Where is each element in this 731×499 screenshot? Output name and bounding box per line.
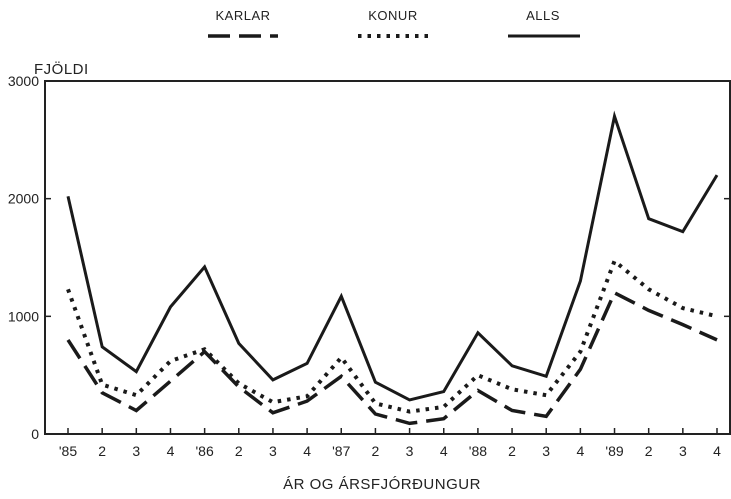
x-axis-ticks: '85 2 3 4 '86 2 3 4 '87 2 3 4 '88 2 3 4 '89 2 3 4 — [59, 428, 721, 459]
series-lines — [66, 110, 719, 426]
x-tick-label: 4 — [440, 443, 448, 459]
x-tick-label: 2 — [98, 443, 106, 459]
legend-label-alls: ALLS — [526, 8, 560, 23]
x-tick-label: 3 — [269, 443, 277, 459]
x-tick-label: 4 — [713, 443, 721, 459]
x-tick-label: '86 — [196, 443, 214, 459]
x-axis-title: ÁR OG ÁRSFJÓRÐUNGUR — [283, 476, 481, 493]
x-tick-label: '85 — [59, 443, 77, 459]
x-tick-label: '88 — [469, 443, 487, 459]
x-tick-label: 3 — [679, 443, 687, 459]
plot-frame — [44, 80, 731, 435]
series-line-konur — [66, 257, 718, 414]
series-line-alls — [66, 110, 719, 402]
x-tick-label: 2 — [508, 443, 516, 459]
x-tick-label: 4 — [167, 443, 175, 459]
y-axis-ticks: 0 1000 2000 3000 — [8, 73, 730, 442]
x-tick-label: 4 — [303, 443, 311, 459]
y-tick-label: 2000 — [8, 191, 39, 207]
y-tick-label: 3000 — [8, 73, 39, 89]
legend: KARLAR KONUR ALLS — [208, 8, 580, 38]
series-line-karlar — [66, 290, 718, 426]
x-tick-label: '87 — [332, 443, 350, 459]
x-tick-label: 4 — [576, 443, 584, 459]
x-tick-label: 3 — [406, 443, 414, 459]
x-tick-label: 2 — [235, 443, 243, 459]
y-tick-label: 0 — [31, 426, 39, 442]
x-tick-label: 3 — [542, 443, 550, 459]
y-tick-label: 1000 — [8, 308, 39, 324]
x-tick-label: 2 — [645, 443, 653, 459]
y-axis-title: FJÖLDI — [34, 60, 89, 78]
x-tick-label: 2 — [372, 443, 380, 459]
legend-label-konur: KONUR — [368, 8, 417, 23]
x-tick-label: 3 — [132, 443, 140, 459]
legend-label-karlar: KARLAR — [215, 8, 270, 23]
x-tick-label: '89 — [605, 443, 623, 459]
